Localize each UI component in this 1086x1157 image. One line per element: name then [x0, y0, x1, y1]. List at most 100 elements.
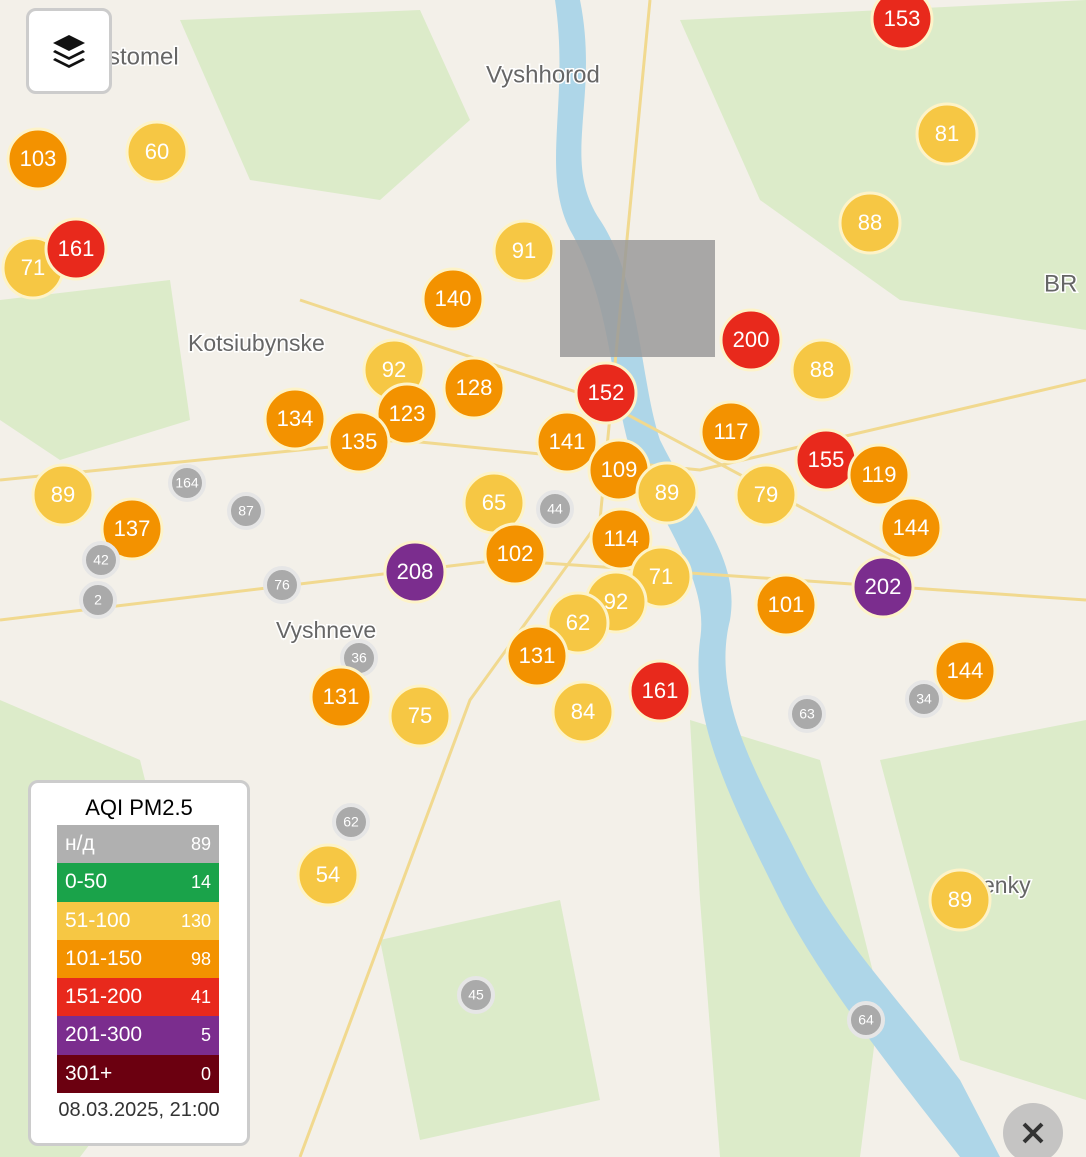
- marker-value: 102: [497, 541, 534, 566]
- marker-value: 140: [435, 286, 472, 311]
- aqi-marker: 117: [699, 400, 763, 464]
- marker-circle: [421, 267, 485, 331]
- aqi-marker: 153: [870, 0, 934, 51]
- marker-value: 44: [547, 501, 563, 517]
- marker-circle: [788, 695, 826, 733]
- marker-value: 65: [482, 490, 506, 515]
- aqi-marker: 75: [388, 684, 452, 748]
- marker-value: 153: [884, 6, 921, 31]
- marker-circle: [388, 684, 452, 748]
- aqi-marker: 89: [928, 868, 992, 932]
- legend-row: 301+ 0: [57, 1054, 219, 1094]
- place-label: enky: [982, 872, 1031, 898]
- marker-circle: [847, 443, 911, 507]
- marker-circle: [263, 387, 327, 451]
- legend-count: 41: [190, 987, 211, 1008]
- legend: AQI PM2.5 н/д 89 0-50 14 51-100 130 101-150 98 1…: [28, 780, 250, 1146]
- marker-value: 2: [94, 592, 102, 608]
- layers-button[interactable]: [26, 8, 112, 94]
- blurred-area: [560, 240, 715, 357]
- marker-circle: [31, 463, 95, 527]
- aqi-marker: 91: [492, 219, 556, 283]
- aqi-marker: 89: [635, 461, 699, 525]
- marker-value: 34: [916, 691, 932, 707]
- aqi-marker: 114: [589, 507, 653, 571]
- aqi-marker: 71: [629, 545, 693, 609]
- close-button[interactable]: [1003, 1103, 1063, 1157]
- marker-circle: [536, 490, 574, 528]
- timestamp: 08.03.2025, 21:00: [58, 1099, 220, 1122]
- marker-circle: [628, 659, 692, 723]
- aqi-marker: 44: [536, 490, 574, 528]
- aqi-marker: 128: [442, 356, 506, 420]
- marker-value: 91: [512, 238, 536, 263]
- marker-value: 75: [408, 703, 432, 728]
- legend-count: 98: [190, 948, 211, 969]
- marker-value: 36: [351, 650, 367, 666]
- aqi-marker: 54: [296, 843, 360, 907]
- aqi-marker: 131: [309, 665, 373, 729]
- aqi-marker: 64: [847, 1001, 885, 1039]
- aqi-marker: 102: [483, 522, 547, 586]
- aqi-marker: 81: [915, 102, 979, 166]
- aqi-marker: 62: [546, 591, 610, 655]
- marker-circle: [699, 400, 763, 464]
- marker-circle: [227, 492, 265, 530]
- marker-value: 114: [603, 526, 638, 551]
- marker-value: 63: [799, 706, 815, 722]
- place-label: stomel: [108, 43, 179, 70]
- legend-row: 51-100 130: [57, 901, 219, 940]
- marker-value: 84: [571, 699, 595, 724]
- marker-value: 89: [948, 887, 972, 912]
- aqi-marker: 152: [574, 361, 638, 425]
- marker-value: 135: [341, 429, 378, 454]
- marker-value: 79: [754, 482, 778, 507]
- marker-value: 144: [893, 515, 930, 540]
- aqi-marker: 109: [587, 438, 651, 502]
- aqi-marker: 79: [734, 463, 798, 527]
- marker-circle: [309, 665, 373, 729]
- marker-value: 88: [858, 210, 882, 235]
- marker-circle: [100, 497, 164, 561]
- aqi-marker: 101: [754, 573, 818, 637]
- legend-title: AQI PM2.5: [85, 795, 193, 820]
- legend-count: 5: [200, 1025, 211, 1046]
- aqi-marker: 42: [82, 541, 120, 579]
- marker-circle: [327, 410, 391, 474]
- place-label: Vyshhorod: [486, 61, 600, 88]
- aqi-marker: 144: [879, 496, 943, 560]
- marker-value: 64: [858, 1012, 874, 1028]
- marker-circle: [754, 573, 818, 637]
- marker-value: 101: [768, 592, 805, 617]
- legend-range: 101-150: [65, 946, 143, 970]
- marker-value: 76: [274, 577, 290, 593]
- marker-circle: [719, 308, 783, 372]
- marker-value: 128: [456, 375, 493, 400]
- aqi-marker: 135: [327, 410, 391, 474]
- aqi-marker: 137: [100, 497, 164, 561]
- marker-value: 87: [238, 503, 254, 519]
- marker-circle: [551, 680, 615, 744]
- marker-circle: [492, 219, 556, 283]
- marker-circle: [125, 120, 189, 184]
- marker-value: 119: [861, 462, 896, 487]
- marker-value: 123: [389, 401, 426, 426]
- marker-circle: [6, 127, 70, 191]
- aqi-marker: 103: [6, 127, 70, 191]
- legend-row: 201-300 5: [57, 1016, 219, 1055]
- aqi-marker: 141: [535, 410, 599, 474]
- marker-circle: [332, 803, 370, 841]
- marker-circle: [589, 507, 653, 571]
- marker-value: 161: [642, 678, 679, 703]
- marker-circle: [82, 541, 120, 579]
- marker-value: 152: [588, 380, 625, 405]
- aqi-marker: 2: [79, 581, 117, 619]
- marker-circle: [574, 361, 638, 425]
- marker-value: 137: [114, 516, 151, 541]
- marker-value: 45: [468, 987, 484, 1003]
- close-icon: [1022, 1122, 1044, 1144]
- marker-circle: [442, 356, 506, 420]
- marker-value: 131: [323, 684, 360, 709]
- marker-value: 200: [733, 327, 770, 352]
- marker-value: 144: [947, 658, 984, 683]
